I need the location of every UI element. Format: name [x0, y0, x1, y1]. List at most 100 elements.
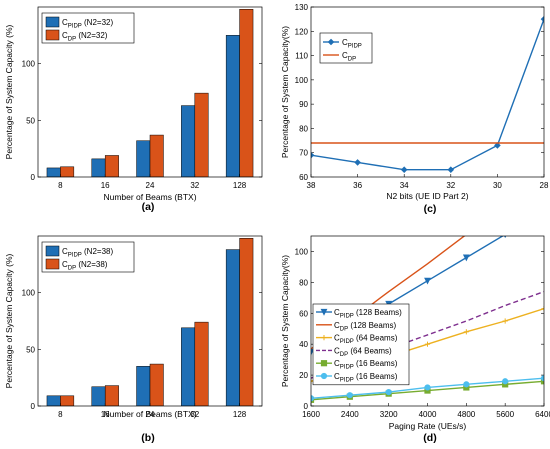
legend-symbol: C — [62, 31, 68, 40]
series-line — [311, 18, 544, 171]
y-tick-label: 100 — [295, 247, 309, 256]
data-point — [424, 384, 431, 391]
x-axis-label: Paging Rate (UEs/s) — [389, 421, 467, 431]
x-tick-label: 28 — [540, 181, 549, 190]
legend-label: CDP (N2=32) — [62, 31, 108, 43]
x-tick-label: 32 — [190, 410, 199, 419]
x-tick-label: 16 — [101, 410, 110, 419]
legend-marker — [320, 308, 328, 316]
y-tick-label: 0 — [31, 402, 36, 411]
y-tick-label: 80 — [299, 124, 308, 133]
legend-label: CPIDP — [342, 38, 362, 50]
legend-symbol: C — [62, 260, 68, 269]
data-point — [447, 166, 455, 174]
axes-frame — [37, 235, 263, 407]
legend-label: CDP — [342, 51, 356, 63]
legend-symbol: C — [334, 359, 340, 368]
x-tick-label: 5600 — [496, 410, 514, 419]
x-axis-label: N2 bits (UE ID Part 2) — [386, 191, 468, 201]
legend-label: CPIDP (N2=38) — [62, 247, 113, 259]
legend-symbol: C — [334, 321, 340, 330]
y-axis-label: Percentage of System Capacity (%) — [4, 25, 14, 160]
x-tick-label: 6400 — [535, 410, 550, 419]
legend-suffix: (N2=38) — [76, 260, 108, 269]
y-tick-label: 50 — [26, 116, 35, 125]
legend-marker — [327, 38, 335, 46]
data-point — [385, 388, 392, 396]
x-tick-label: 16 — [101, 181, 110, 190]
legend-suffix: (16 Beams) — [354, 359, 398, 368]
legend-label: CDP (64 Beams) — [334, 346, 392, 358]
bar — [136, 366, 151, 406]
x-tick-label: 1600 — [302, 410, 320, 419]
bar — [181, 327, 196, 406]
legend: CPIDP (N2=32) CDP (N2=32) — [41, 12, 135, 44]
legend-suffix: (N2=38) — [82, 247, 114, 256]
x-tick-label: 24 — [146, 410, 155, 419]
legend-subscript: PIDP — [340, 339, 354, 345]
legend-subscript: DP — [340, 352, 348, 358]
bar — [104, 385, 119, 406]
x-tick-label: 128 — [233, 181, 247, 190]
x-tick-label: 8 — [58, 410, 63, 419]
legend-suffix: (128 Beams) — [354, 308, 402, 317]
plot-area — [46, 238, 254, 406]
legend-swatch — [45, 16, 60, 28]
bar — [225, 249, 240, 406]
legend-subscript: DP — [340, 326, 348, 332]
bar — [194, 92, 209, 177]
x-tick-label: 38 — [307, 181, 316, 190]
data-point — [494, 142, 501, 149]
data-point — [540, 15, 544, 23]
legend: CPIDP (128 Beams)CDP (128 Beams)CPIDP (6… — [312, 303, 410, 386]
bar — [91, 158, 106, 177]
data-point — [311, 395, 315, 402]
legend-suffix: (N2=32) — [82, 18, 114, 27]
x-axis-label: Number of Beams (BTX) — [103, 192, 196, 202]
data-point — [400, 166, 408, 174]
x-tick-label: 24 — [146, 181, 155, 190]
legend-label: CPIDP (128 Beams) — [334, 308, 402, 320]
data-point — [463, 381, 470, 388]
legend-subscript: PIDP — [340, 365, 354, 371]
data-point — [424, 277, 431, 285]
bar — [194, 321, 209, 406]
y-tick-label: 70 — [299, 149, 308, 158]
data-point — [311, 151, 315, 159]
x-tick-label: 32 — [446, 181, 455, 190]
bar — [60, 395, 75, 406]
bar — [46, 167, 61, 177]
y-tick-label: 60 — [299, 309, 308, 318]
legend-box — [312, 303, 410, 386]
y-tick-label: 40 — [299, 340, 308, 349]
bar — [91, 386, 106, 406]
data-point — [540, 378, 544, 385]
legend-swatch — [45, 245, 60, 257]
x-tick-label: 34 — [400, 181, 409, 190]
x-tick-label: 4000 — [419, 410, 437, 419]
x-tick-label: 3200 — [380, 410, 398, 419]
x-tick-label: 128 — [233, 410, 247, 419]
y-tick-label: 0 — [31, 173, 36, 182]
plot-area — [311, 15, 544, 174]
legend-symbol: C — [342, 51, 348, 60]
x-axis-label: Number of Beams (BTX) — [103, 409, 196, 419]
legend-subscript: PIDP — [348, 44, 362, 50]
series-line — [311, 380, 544, 401]
axes-frame — [310, 235, 545, 407]
axes-frame — [310, 6, 545, 178]
x-tick-label: 2400 — [341, 410, 359, 419]
legend-symbol: C — [62, 18, 68, 27]
legend-subscript: PIDP — [68, 24, 82, 30]
bar — [46, 395, 61, 406]
y-tick-label: 50 — [26, 345, 35, 354]
legend: CPIDP (N2=38)CDP (N2=38) — [41, 241, 135, 273]
y-tick-label: 100 — [22, 289, 36, 298]
chart-panel-d: 0 20 40 60 80 100 1600 2400 3200 4000 4800 5600 6400… — [280, 235, 550, 444]
bar — [181, 105, 196, 177]
legend-subscript: PIDP — [340, 378, 354, 384]
legend-box — [319, 32, 373, 64]
panel-label: (d) — [423, 432, 436, 444]
data-point — [462, 254, 470, 262]
